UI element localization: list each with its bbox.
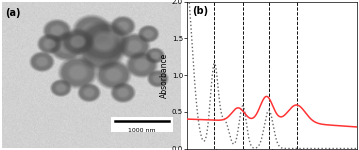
Bar (111, 117, 173, 132)
Text: (a): (a) (5, 8, 21, 18)
Text: 1000 nm: 1000 nm (128, 128, 155, 133)
Text: (b): (b) (192, 6, 209, 16)
Y-axis label: Absorbance: Absorbance (160, 52, 169, 98)
